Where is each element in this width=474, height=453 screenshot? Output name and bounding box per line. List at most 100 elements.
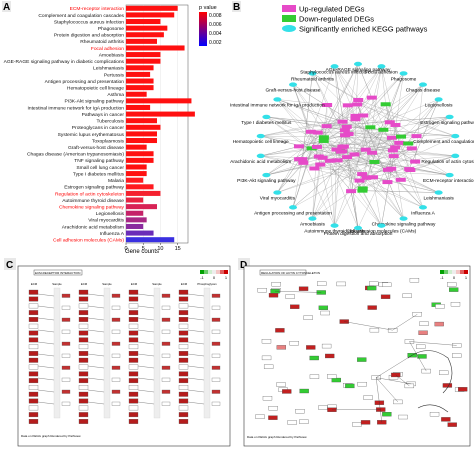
bar [126,79,154,84]
pathway-label: Viral myocarditis [260,196,296,202]
gene-box [79,290,88,295]
gene-box [129,378,138,383]
pathway-label: Arachidonic acid metabolism [230,159,291,165]
pathway-node [257,154,265,158]
bar [126,178,143,183]
pathway-label: Estrogen signaling pathway [420,120,474,126]
pathway-node [446,173,454,177]
gene-box [451,302,460,306]
gene-node [294,157,304,161]
receptor-box [212,354,220,358]
gene-box [179,358,188,363]
bar [126,72,150,77]
gene-node [294,144,304,148]
category-label: TNF signaling pathway [74,158,124,164]
membrane-band [104,288,110,418]
category-label: Rheumatoid arthritis [80,39,124,45]
gene-node [405,168,415,172]
panel-b-label: B [233,2,240,13]
gene-box [79,365,88,370]
gene-box [443,383,452,387]
gene-box [322,344,331,348]
map-d-footnote: Data on KEGG graph Rendered by Pathview [247,435,307,439]
gene-box [129,290,138,295]
gene-box [419,331,428,335]
gene-node [350,114,360,118]
gene-box [79,372,88,377]
bar [126,98,191,103]
gene-box [179,378,188,383]
category-label: Leishmaniasis [93,66,125,72]
bar [126,85,154,90]
membrane-band [54,288,60,418]
category-label: Pertussis [104,72,125,78]
pathway-label: Complement and coagulation cascades [413,139,474,145]
pathway-label: Chagas disease [406,88,441,94]
bar [126,26,167,31]
bar [126,59,160,64]
pathway-label: Focal adhesion [365,69,398,75]
pathway-label: Graft-versus-host disease [266,88,321,94]
gene-box [403,294,412,298]
pathway-node [400,71,408,75]
network-edge [372,153,455,156]
gene-box [79,419,88,424]
gene-node [333,158,343,162]
category-label: AGE-RAGE signaling pathway in diabetic c… [4,59,125,65]
category-label: Viral myocarditis [88,218,124,224]
gene-box [29,365,38,370]
gene-box [179,331,188,336]
gene-node [412,134,422,138]
pathway-node [273,97,281,101]
pathway-node [377,64,385,68]
gene-box [262,339,271,343]
pathway-label: Influenza A [411,210,436,216]
gene-node [312,145,322,149]
gene-box [290,341,299,345]
gene-box [337,282,346,286]
gene-box [129,412,138,417]
receptor-box [212,378,220,382]
bar [126,138,157,143]
gene-node [410,160,420,164]
pathway-node [273,190,281,194]
gene-box [79,317,88,322]
gene-box [319,306,328,310]
receptor-box [212,306,220,310]
gene-box [29,304,38,309]
pathway-node [400,216,408,220]
gene-box [458,387,467,391]
category-label: Estrogen signaling pathway [64,185,124,191]
gene-box [79,385,88,390]
colorbar-tick-label: 0.006 [209,22,222,28]
bar [126,184,154,189]
gene-box [264,365,273,369]
category-label: Small cell lung cancer [76,165,124,171]
map-c-column-header: ECM [181,282,188,286]
receptor-box [62,402,70,406]
bar [126,105,150,110]
bar [126,198,143,203]
gene-box [29,331,38,336]
gene-node [382,180,392,184]
receptor-box [212,342,220,346]
scale-cell [448,270,452,274]
bar [126,6,178,11]
gene-box [299,420,308,424]
legend-up: Up-regulated DEGs [299,5,365,14]
gene-box [29,399,38,404]
receptor-box [62,378,70,382]
x-tick-label: 15 [175,246,181,252]
pathway-label: PI3K-Akt signaling pathway [237,178,296,184]
gene-box [129,310,138,315]
gene-box [391,373,400,377]
gene-box [179,365,188,370]
scale-cell [216,270,220,274]
category-label: Asthma [107,92,124,98]
gene-node [346,189,356,193]
gene-box [272,282,281,286]
scale-cell [208,270,212,274]
gene-box [306,345,315,349]
receptor-box [212,330,220,334]
